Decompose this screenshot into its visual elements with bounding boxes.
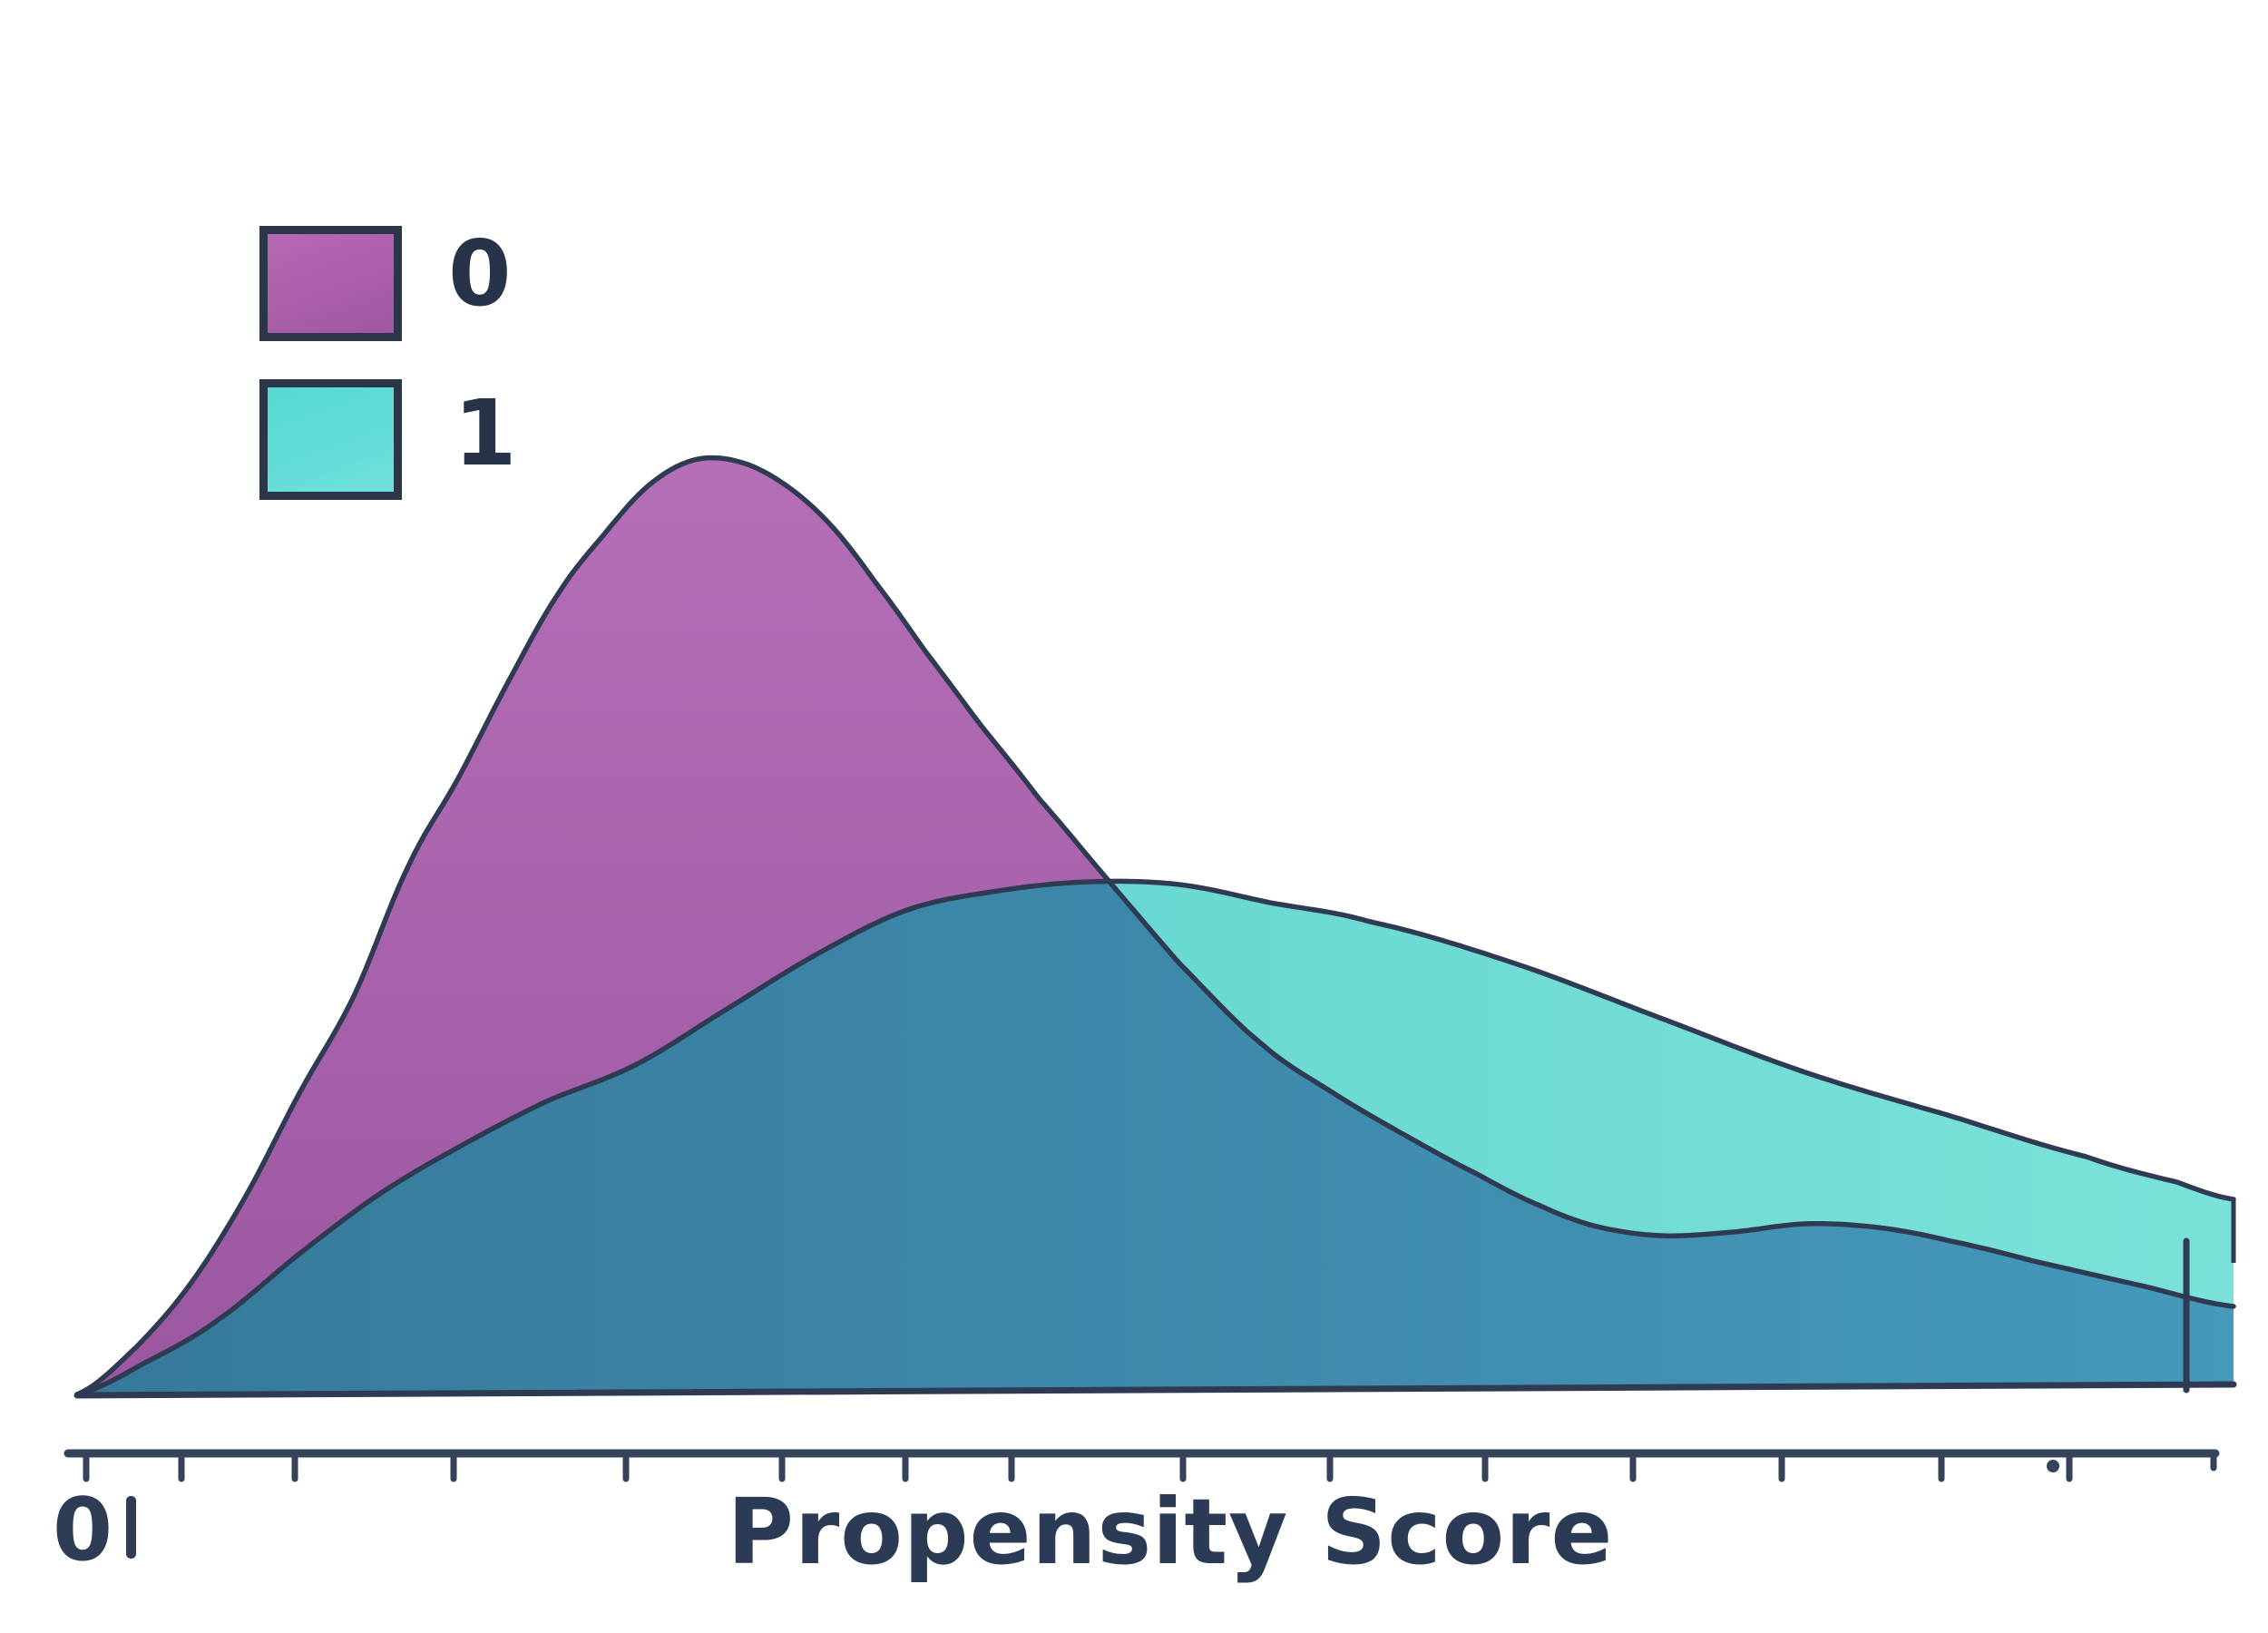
axis-stray-dot xyxy=(2047,1460,2059,1472)
density-baseline xyxy=(73,1381,2237,1399)
x-axis-title: Propensity Score xyxy=(727,1479,1614,1585)
x-axis-origin-bar xyxy=(126,1496,136,1559)
x-axis-origin-tick-label: 0 xyxy=(53,1481,113,1580)
kde-outline-group1 xyxy=(74,878,2236,1397)
kde-outline-group0 xyxy=(74,455,2236,1397)
kde-area-overlap xyxy=(77,881,2234,1395)
